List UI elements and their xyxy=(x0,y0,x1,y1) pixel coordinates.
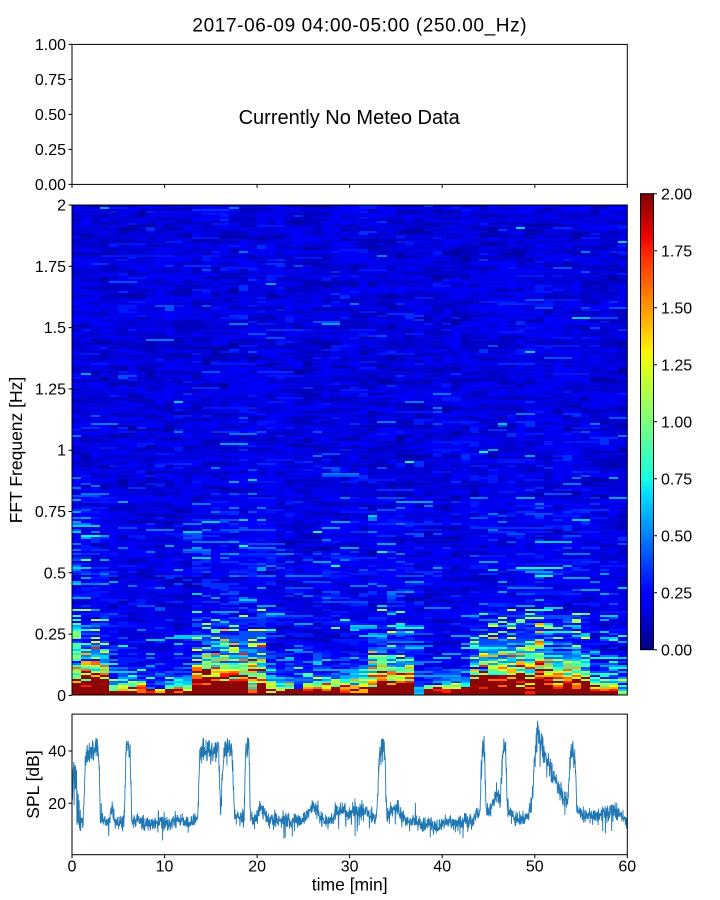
svg-text:0.75: 0.75 xyxy=(35,72,66,89)
svg-text:1.25: 1.25 xyxy=(661,357,692,374)
svg-text:0.25: 0.25 xyxy=(35,142,66,159)
svg-text:0.25: 0.25 xyxy=(661,585,692,602)
svg-text:1: 1 xyxy=(57,443,66,460)
svg-text:FFT Frequenz [Hz]: FFT Frequenz [Hz] xyxy=(6,377,26,524)
svg-text:40: 40 xyxy=(433,859,451,876)
svg-text:0.50: 0.50 xyxy=(661,528,692,545)
svg-text:0: 0 xyxy=(68,859,77,876)
svg-text:0.50: 0.50 xyxy=(35,107,66,124)
svg-text:0: 0 xyxy=(57,688,66,705)
svg-text:1.50: 1.50 xyxy=(661,300,692,317)
svg-text:0.75: 0.75 xyxy=(661,471,692,488)
svg-text:1.75: 1.75 xyxy=(661,243,692,260)
svg-text:0.5: 0.5 xyxy=(44,565,66,582)
svg-text:2.00: 2.00 xyxy=(661,186,692,203)
svg-text:0.00: 0.00 xyxy=(661,642,692,659)
svg-text:0.75: 0.75 xyxy=(35,504,66,521)
svg-text:20: 20 xyxy=(248,859,266,876)
svg-text:1.00: 1.00 xyxy=(661,414,692,431)
svg-text:2: 2 xyxy=(57,198,66,215)
svg-text:1.00: 1.00 xyxy=(35,37,66,54)
svg-text:1.5: 1.5 xyxy=(44,320,66,337)
svg-text:40: 40 xyxy=(48,744,66,761)
svg-text:50: 50 xyxy=(526,859,544,876)
svg-text:60: 60 xyxy=(618,859,636,876)
svg-text:1.25: 1.25 xyxy=(35,381,66,398)
svg-text:0.25: 0.25 xyxy=(35,627,66,644)
svg-text:2017-06-09 04:00-05:00 (250.00: 2017-06-09 04:00-05:00 (250.00_Hz) xyxy=(192,16,527,37)
svg-text:1.75: 1.75 xyxy=(35,259,66,276)
svg-text:SPL [dB]: SPL [dB] xyxy=(23,750,43,818)
svg-text:time [min]: time [min] xyxy=(312,875,388,895)
svg-text:0.00: 0.00 xyxy=(35,177,66,194)
svg-text:10: 10 xyxy=(156,859,174,876)
svg-text:20: 20 xyxy=(48,796,66,813)
svg-text:Currently No Meteo Data: Currently No Meteo Data xyxy=(239,107,461,129)
svg-text:30: 30 xyxy=(341,859,359,876)
